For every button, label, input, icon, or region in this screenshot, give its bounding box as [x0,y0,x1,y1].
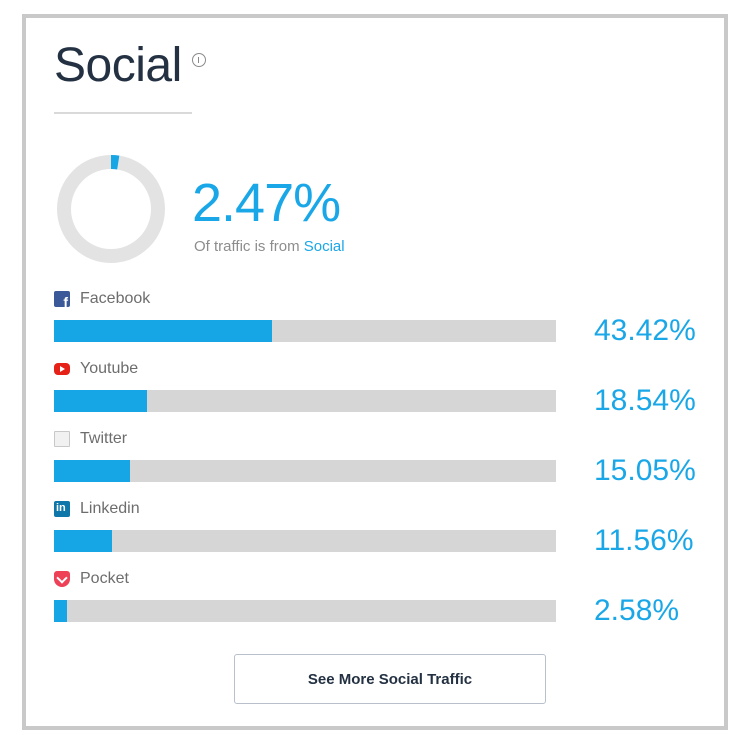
page-title: Social [54,39,182,92]
source-bar-track [54,460,556,482]
source-bar-fill [54,530,113,552]
social-description: Of traffic is from Social [194,238,345,255]
source-name: Linkedin [80,500,140,517]
donut-fill [57,155,165,263]
source-name: Pocket [80,570,129,587]
source-percentage: 2.58% [594,594,680,627]
source-bar-track [54,600,556,622]
source-bar-track [54,530,556,552]
source-percentage: 11.56% [594,524,694,557]
source-bar-track [54,390,556,412]
source-row-linkedin: Linkedin 11.56% [54,500,704,560]
source-name: Twitter [80,430,128,447]
title-divider [54,112,192,114]
source-bar-track [54,320,556,342]
info-icon[interactable] [191,53,206,67]
social-card: Social 2.47% Of traffic is from Social F… [22,14,728,730]
source-bar-fill [54,460,130,482]
source-row-facebook: Facebook 43.42% [54,290,704,350]
source-bar-fill [54,600,67,622]
social-description-text: Of traffic is from [194,238,300,255]
twitter-icon [54,431,70,447]
social-percentage: 2.47% [192,173,341,233]
social-description-highlight: Social [303,238,345,255]
social-share-donut [57,155,165,263]
source-percentage: 15.05% [594,454,696,487]
source-percentage: 18.54% [594,384,696,417]
title-row: Social [54,38,206,93]
source-row-youtube: Youtube 18.54% [54,360,704,420]
source-row-pocket: Pocket 2.58% [54,570,704,630]
source-bar-fill [54,320,272,342]
linkedin-icon [54,501,70,517]
donut-track [57,155,165,263]
facebook-icon [54,291,70,309]
youtube-icon [54,363,70,375]
source-name: Facebook [80,290,151,307]
source-bar-fill [54,390,148,412]
source-name: Youtube [80,360,139,377]
see-more-social-traffic-button[interactable]: See More Social Traffic [234,654,546,704]
pocket-icon [54,571,70,587]
source-percentage: 43.42% [594,314,696,347]
source-row-twitter: Twitter 15.05% [54,430,704,490]
